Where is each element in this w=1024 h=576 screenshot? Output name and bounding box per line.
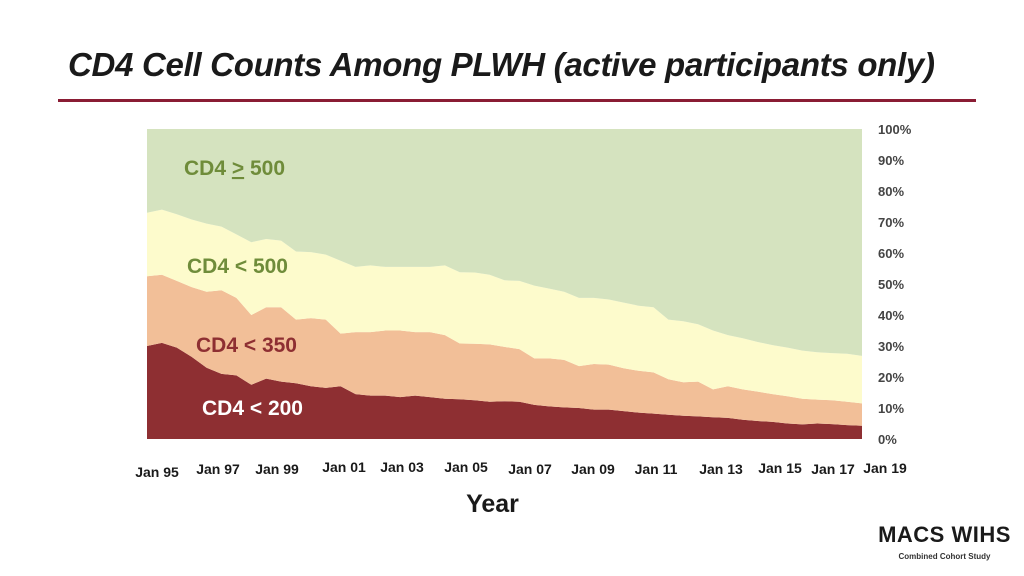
x-axis-ticks: Jan 95 Jan 97 Jan 99 Jan 01 Jan 03 Jan 05 Jan … — [135, 459, 907, 480]
area-ge500 — [147, 129, 862, 356]
band-label-lt500: CD4 < 500 — [187, 255, 288, 278]
band-label-ge500-sym: > — [232, 157, 244, 180]
area-lt500 — [147, 209, 862, 404]
area-lt200 — [147, 342, 862, 439]
band-label-lt350: CD4 < 350 — [196, 334, 297, 357]
chart-areas — [147, 129, 862, 439]
band-label-ge500-post: 500 — [244, 157, 285, 180]
logo-subtitle: Combined Cohort Study — [898, 552, 991, 561]
y-tick-label: 20% — [878, 370, 904, 385]
y-tick-label: 60% — [878, 246, 904, 261]
y-tick-label: 90% — [878, 153, 904, 168]
y-tick-label: 0% — [878, 432, 897, 447]
y-axis-ticks: 0% 10% 20% 30% 40% 50% 60% 70% 80% 90% 100% — [878, 122, 912, 447]
band-label-ge500-pre: CD4 — [184, 157, 232, 180]
x-axis-label: Year — [466, 490, 519, 518]
x-tick-label: Jan 99 — [255, 461, 299, 477]
y-tick-label: 70% — [878, 215, 904, 230]
macs-wihs-logo: MACS WIHS Combined Cohort Study — [872, 522, 1017, 566]
y-tick-label: 100% — [878, 122, 912, 137]
y-tick-label: 30% — [878, 339, 904, 354]
x-tick-label: Jan 03 — [380, 459, 424, 475]
x-tick-label: Jan 97 — [196, 461, 240, 477]
band-label-ge500: CD4 > 500 — [184, 157, 285, 180]
title-rule — [58, 99, 976, 102]
x-tick-label: Jan 15 — [758, 460, 802, 476]
x-tick-label: Jan 05 — [444, 459, 488, 475]
x-tick-label: Jan 17 — [811, 461, 855, 477]
logo-text: MACS WIHS — [878, 522, 1011, 547]
x-tick-label: Jan 19 — [863, 460, 907, 476]
x-tick-label: Jan 95 — [135, 464, 179, 480]
y-tick-label: 10% — [878, 401, 904, 416]
x-tick-label: Jan 11 — [635, 461, 678, 477]
x-tick-label: Jan 13 — [699, 461, 743, 477]
y-tick-label: 50% — [878, 277, 904, 292]
band-label-lt200: CD4 < 200 — [202, 397, 303, 420]
area-lt350 — [147, 274, 862, 426]
x-tick-label: Jan 09 — [571, 461, 615, 477]
band-labels: CD4 > 500 CD4 < 500 CD4 < 350 CD4 < 200 — [184, 157, 303, 420]
y-tick-label: 40% — [878, 308, 904, 323]
x-tick-label: Jan 07 — [508, 461, 552, 477]
y-tick-label: 80% — [878, 184, 904, 199]
x-tick-label: Jan 01 — [322, 459, 366, 475]
page-title: CD4 Cell Counts Among PLWH (active parti… — [68, 46, 935, 83]
